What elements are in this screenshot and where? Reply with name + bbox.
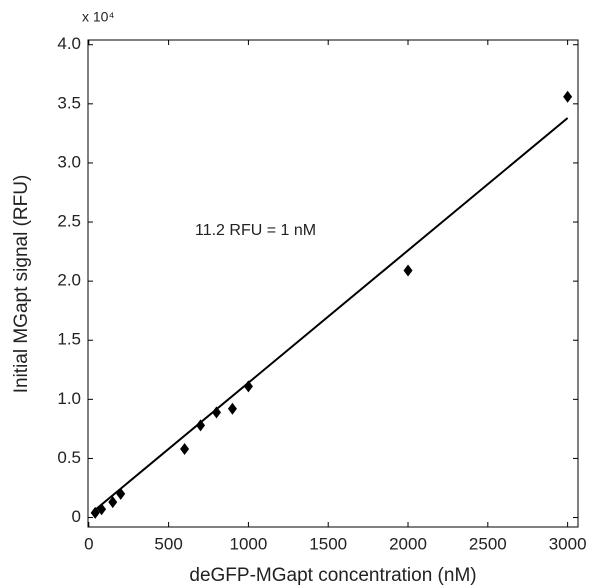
data-point [90, 506, 100, 519]
data-point [108, 496, 118, 509]
y-tick-label: 3.5 [57, 93, 81, 112]
x-tick-label: 1000 [229, 534, 267, 553]
x-tick-label: 2000 [389, 534, 427, 553]
y-tick-label: 4.0 [57, 34, 81, 53]
data-point [180, 442, 190, 455]
annotation: 11.2 RFU = 1 nM [195, 222, 316, 239]
y-tick-label: 1.0 [57, 389, 81, 408]
y-axis-label: Initial MGapt signal (RFU) [11, 175, 32, 394]
data-point [196, 419, 206, 432]
x-axis-label: deGFP-MGapt concentration (nM) [189, 565, 476, 586]
x-tick-label: 0 [84, 534, 93, 553]
x-tick-label: 1500 [309, 534, 347, 553]
y-tick-label: 2.0 [57, 271, 81, 290]
y-tick-label: 0 [72, 507, 81, 526]
data-point [563, 90, 573, 103]
y-tick-label: 2.5 [57, 212, 81, 231]
data-point [403, 264, 413, 277]
y-tick-label: 0.5 [57, 448, 81, 467]
fit-line [92, 117, 569, 512]
x-tick-label: 2500 [469, 534, 507, 553]
data-point [211, 406, 221, 419]
y-multiplier: x 10⁴ [82, 9, 114, 25]
x-tick-label: 500 [154, 534, 182, 553]
y-tick-label: 1.5 [57, 330, 81, 349]
data-point [227, 402, 237, 415]
x-tick-label: 3000 [549, 534, 587, 553]
plot-frame [87, 39, 579, 528]
y-tick-label: 3.0 [57, 152, 81, 171]
